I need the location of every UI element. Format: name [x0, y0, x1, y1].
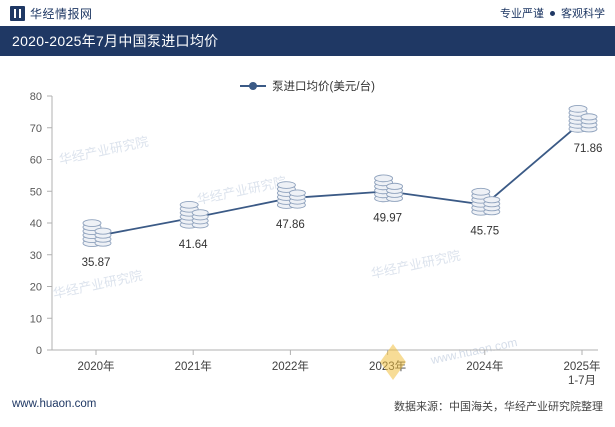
- coin-stack-icon: [374, 174, 404, 203]
- coin-stack-icon: [179, 200, 209, 229]
- tagline-objective: 客观科学: [561, 8, 605, 20]
- svg-text:60: 60: [30, 155, 42, 167]
- data-label-3: 49.97: [373, 212, 402, 224]
- brand-name: 华经情报网: [30, 6, 93, 21]
- footer-site-link[interactable]: www.huaon.com: [12, 398, 97, 410]
- bars-logo-icon: [10, 5, 25, 21]
- series-line-0: [95, 121, 583, 237]
- page-header: 华经情报网 专业严谨 客观科学: [0, 0, 615, 26]
- diamond-decoration-icon: [380, 344, 406, 380]
- x-axis-labels: 2020年2021年2022年2023年2024年2025年1-7月: [77, 359, 600, 386]
- data-labels-0: 35.87 41.64 47.86 49.97 45.75 71.86: [82, 143, 603, 269]
- coin-stack-icon: [568, 104, 598, 133]
- svg-text:0: 0: [36, 345, 42, 357]
- coin-stack-icon: [82, 219, 112, 247]
- coin-stack-icon: [276, 181, 306, 209]
- svg-text:80: 80: [30, 91, 42, 103]
- y-axis-ticks: 0 10 20 30 40 50 60 70 80: [30, 91, 52, 357]
- data-label-5: 71.86: [574, 143, 603, 155]
- data-label-0: 35.87: [82, 257, 111, 269]
- svg-text:20: 20: [30, 282, 42, 294]
- x-label-1: 2021年: [175, 359, 212, 373]
- x-label-5: 2025年: [563, 359, 600, 373]
- x-label-4: 2024年: [466, 359, 503, 373]
- x-label-2: 2022年: [272, 359, 309, 373]
- separator-dot-icon: [550, 10, 555, 16]
- brand-logo[interactable]: 华经情报网: [10, 5, 93, 22]
- legend-line-icon: [240, 82, 267, 90]
- x-axis-ticks: [95, 350, 583, 355]
- data-label-2: 47.86: [276, 219, 305, 231]
- svg-text:50: 50: [30, 186, 42, 198]
- svg-text:70: 70: [30, 123, 42, 135]
- chart-title: 2020-2025年7月中国泵进口均价: [0, 26, 615, 56]
- x-label-5: 1-7月: [568, 375, 596, 386]
- chart-panel: 泵进口均价(美元/台) 华经产业研究院 华经产业研究院 华经产业研究院 华经产业…: [0, 56, 615, 387]
- x-label-0: 2020年: [77, 359, 114, 373]
- header-taglines: 专业严谨 客观科学: [500, 5, 605, 21]
- svg-text:40: 40: [30, 218, 42, 230]
- footer-source: 数据来源：中国海关，华经产业研究院整理: [394, 401, 603, 413]
- chart-plot: 0 10 20 30 40 50 60 70 80 35.87 41.64 47.86 49.97 45…: [30, 91, 603, 386]
- coin-stack-icon: [471, 187, 501, 216]
- data-label-4: 45.75: [470, 226, 499, 238]
- legend-label-0: 泵进口均价(美元/台): [272, 81, 375, 93]
- svg-text:30: 30: [30, 250, 42, 262]
- series-markers-0: [82, 104, 598, 247]
- page-footer: www.huaon.com 数据来源：中国海关，华经产业研究院整理: [0, 386, 615, 427]
- tagline-professional: 专业严谨: [500, 8, 544, 20]
- chart-legend: 泵进口均价(美元/台): [0, 78, 615, 94]
- svg-text:10: 10: [30, 313, 42, 325]
- data-label-1: 41.64: [179, 239, 208, 251]
